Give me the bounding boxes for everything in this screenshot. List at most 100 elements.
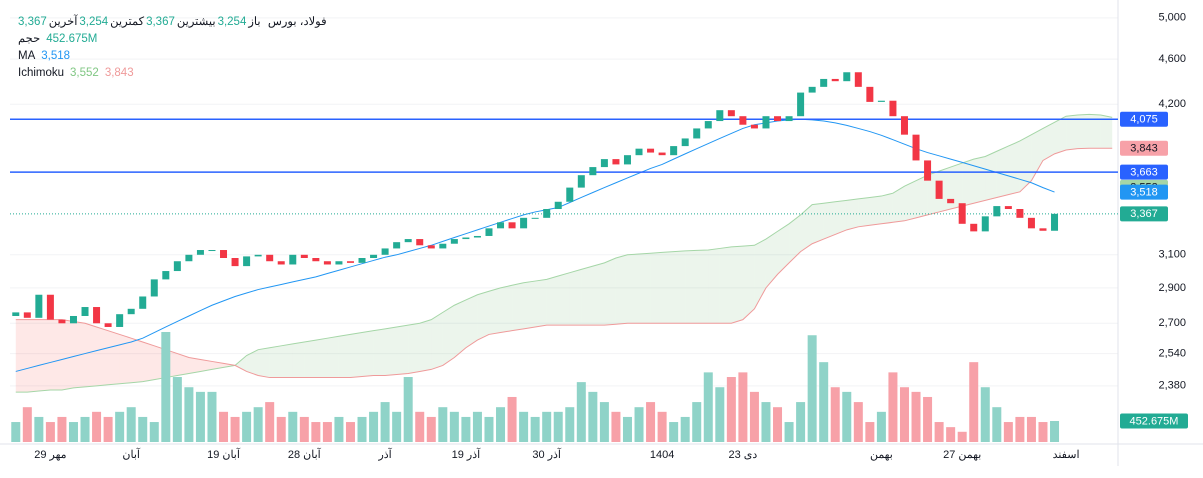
x-tick-label: اسفند xyxy=(1053,449,1080,461)
volume-bar xyxy=(738,372,748,442)
cloud-segment xyxy=(754,239,766,309)
volume-bar xyxy=(923,396,933,442)
candle xyxy=(993,206,1001,217)
cloud-segment xyxy=(304,340,316,378)
volume-bar xyxy=(842,391,852,442)
volume-bar xyxy=(334,416,344,442)
candle xyxy=(35,294,43,318)
cloud-segment xyxy=(142,341,155,382)
volume-bar xyxy=(749,391,759,442)
cloud-segment xyxy=(442,305,455,366)
label: MA xyxy=(18,50,36,62)
candle xyxy=(635,148,643,156)
cloud-segment xyxy=(835,200,847,235)
cloud-segment xyxy=(292,341,305,378)
volume-bar xyxy=(161,331,171,442)
volume-bar xyxy=(322,422,332,442)
volume-bar xyxy=(426,416,436,442)
volume-bar xyxy=(345,422,355,442)
cloud-segment xyxy=(500,285,513,333)
volume-bar xyxy=(969,362,979,442)
candle xyxy=(1051,213,1059,231)
candle xyxy=(335,261,343,265)
cloud-segment xyxy=(1077,114,1090,149)
volume-bar xyxy=(68,422,78,442)
y-tick-label: 2,380 xyxy=(1158,380,1186,392)
legend-volume: حجم 452.675M xyxy=(18,31,327,48)
volume-bar xyxy=(195,391,205,442)
price-label: 3,663 xyxy=(1130,166,1158,178)
volume-bar xyxy=(761,402,771,442)
volume-label: 452.675M xyxy=(1130,415,1179,427)
cloud-segment xyxy=(581,266,593,326)
volume-bar xyxy=(830,387,840,442)
candle xyxy=(831,78,839,82)
volume-bar xyxy=(1038,422,1048,442)
volume-bar xyxy=(80,416,90,442)
x-tick-label: 1404 xyxy=(650,449,674,461)
candle xyxy=(93,307,101,324)
candle xyxy=(254,254,262,257)
price-label: 3,518 xyxy=(1130,186,1158,198)
volume-bar xyxy=(207,391,217,442)
candle xyxy=(162,271,170,280)
volume-label-box xyxy=(1120,413,1188,429)
volume-bar xyxy=(22,407,32,442)
candle xyxy=(693,128,701,139)
volume-bar xyxy=(876,411,886,442)
cloud-segment xyxy=(1019,134,1032,192)
cloud-segment xyxy=(108,330,120,385)
volume-bar xyxy=(392,411,402,442)
candle xyxy=(427,245,435,249)
cloud-segment xyxy=(765,231,778,288)
volume-bar xyxy=(403,377,413,442)
cloud-segment xyxy=(789,214,801,263)
cloud-segment xyxy=(1089,114,1101,149)
candle xyxy=(727,110,735,117)
volume-bar xyxy=(773,407,783,442)
cloud-segment xyxy=(731,246,743,324)
volume-bar xyxy=(230,416,240,442)
volume-bar xyxy=(57,416,67,442)
candle xyxy=(981,216,989,232)
symbol: فولاد، بورس xyxy=(267,16,327,28)
cloud-segment xyxy=(696,250,709,324)
volume-bar xyxy=(784,422,794,442)
legend-ichimoku: Ichimoku 3,552 3,843 xyxy=(18,65,327,82)
candle xyxy=(381,248,389,255)
candle xyxy=(543,209,551,218)
candle xyxy=(900,116,908,135)
volume-bar xyxy=(1026,416,1036,442)
candle xyxy=(23,312,31,318)
cloud-segment xyxy=(477,291,489,341)
candle xyxy=(1039,228,1047,231)
volume-bar xyxy=(115,411,125,442)
value: 3,518 xyxy=(41,50,71,62)
cloud-segment xyxy=(61,319,74,391)
candle xyxy=(658,152,666,156)
x-tick-label: آذر xyxy=(377,448,392,461)
volume-bar xyxy=(622,416,632,442)
legend-ohlc: فولاد، بورس باز 3,254 بیشترین 3,367 کمترین… xyxy=(18,14,327,31)
cloud-segment xyxy=(512,282,524,331)
volume-bar xyxy=(369,411,379,442)
cloud-segment xyxy=(950,163,963,210)
cloud-segment xyxy=(604,258,616,326)
volume-bar xyxy=(530,416,540,442)
volume-bar xyxy=(138,416,148,442)
volume-bar xyxy=(946,427,956,442)
candle xyxy=(312,258,320,262)
x-tick-label: 23 دی xyxy=(728,449,757,461)
y-tick-label: 4,600 xyxy=(1158,53,1186,65)
candle xyxy=(289,254,297,265)
volume-bar xyxy=(311,422,321,442)
value: 3,552 xyxy=(70,67,99,79)
cloud-segment xyxy=(1008,140,1020,195)
candle xyxy=(924,160,932,181)
candle xyxy=(589,167,597,176)
price-label-box xyxy=(1120,164,1168,180)
candle xyxy=(531,217,539,219)
candle xyxy=(346,261,354,263)
cloud-segment xyxy=(85,323,97,387)
cloud-segment xyxy=(685,250,697,324)
